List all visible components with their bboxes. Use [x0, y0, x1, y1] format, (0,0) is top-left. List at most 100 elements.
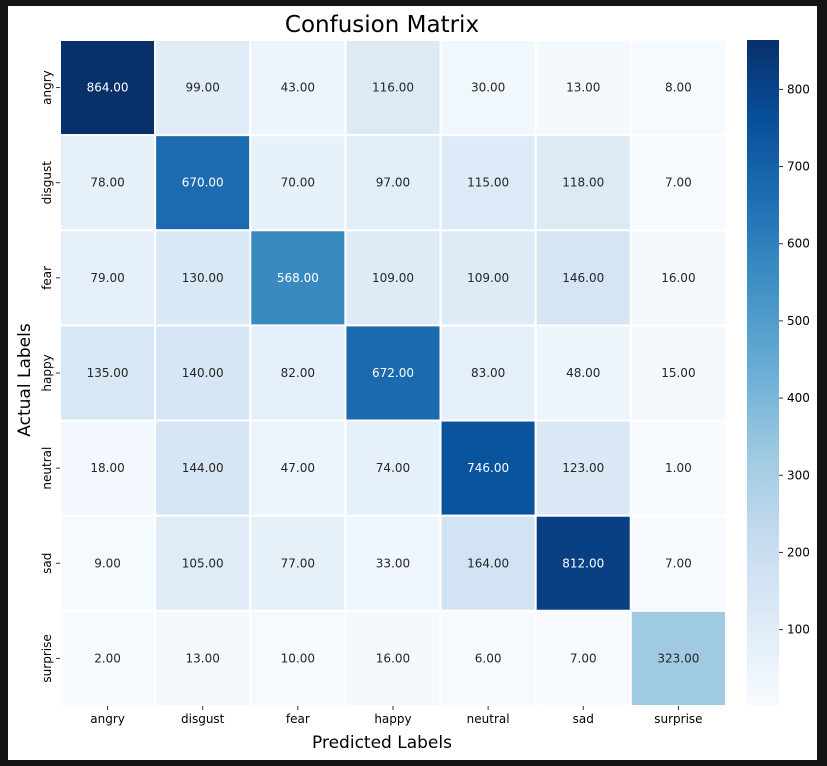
heatmap-cell-label: 746.00	[467, 461, 509, 475]
heatmap-cell-label: 77.00	[281, 556, 315, 570]
chart-frame: Confusion Matrix 864.00 99.00 43.00 116.00 3…	[8, 6, 817, 760]
heatmap-cell-label: 140.00	[182, 366, 224, 380]
heatmap-cell-label: 115.00	[467, 176, 509, 190]
heatmap-cell	[534, 39, 632, 137]
heatmap-cell-label: 135.00	[87, 366, 129, 380]
y-tick-label: happy	[40, 354, 54, 391]
heatmap-cell-label: 82.00	[281, 366, 315, 380]
heatmap-cell-label: 16.00	[376, 651, 410, 665]
heatmap-cell	[439, 514, 537, 612]
heatmap-cell-label: 864.00	[87, 81, 129, 95]
heatmap-cell	[59, 609, 157, 707]
y-axis-label: Actual Labels	[15, 323, 35, 437]
heatmap-cell-label: 13.00	[186, 651, 220, 665]
colorbar-tick-label: 200	[787, 545, 810, 559]
heatmap-cell	[154, 514, 252, 612]
y-tick-label: neutral	[40, 447, 54, 490]
x-tick-label: surprise	[654, 712, 702, 726]
heatmap-cell	[534, 229, 632, 327]
heatmap-cell-label: 13.00	[566, 81, 600, 95]
heatmap-cell-label: 79.00	[90, 271, 124, 285]
heatmap-cell-label: 7.00	[665, 556, 692, 570]
y-tick-label: surprise	[40, 634, 54, 682]
heatmap-cell-label: 116.00	[372, 81, 414, 95]
colorbar-tick-label: 300	[787, 468, 810, 482]
heatmap-cell	[249, 39, 347, 137]
heatmap-cell-label: 70.00	[281, 176, 315, 190]
heatmap-cell-label: 144.00	[182, 461, 224, 475]
heatmap-cell-label: 2.00	[94, 651, 121, 665]
heatmap-cell	[59, 419, 157, 517]
y-tick-label: fear	[40, 266, 54, 290]
y-tick-label: sad	[40, 553, 54, 574]
heatmap-cell-label: 164.00	[467, 556, 509, 570]
heatmap-cell	[629, 324, 727, 422]
heatmap-cell	[59, 514, 157, 612]
heatmap-cell-label: 30.00	[471, 81, 505, 95]
x-axis-ticks: angry disgust fear happy neutral sad surprise	[90, 705, 703, 726]
heatmap-cell	[249, 229, 347, 327]
colorbar-tick-label: 400	[787, 391, 810, 405]
heatmap-cell-label: 7.00	[570, 651, 597, 665]
heatmap-cell-label: 105.00	[182, 556, 224, 570]
colorbar-tick-label: 100	[787, 623, 810, 637]
heatmap-cell-label: 146.00	[562, 271, 604, 285]
heatmap-cell-label: 97.00	[376, 176, 410, 190]
heatmap-cell-label: 123.00	[562, 461, 604, 475]
x-tick-label: fear	[286, 712, 310, 726]
chart-title: Confusion Matrix	[285, 12, 479, 38]
x-tick-label: happy	[374, 712, 411, 726]
heatmap-cell-label: 130.00	[182, 271, 224, 285]
heatmap-cell-label: 16.00	[661, 271, 695, 285]
heatmap-cell-label: 812.00	[562, 556, 604, 570]
colorbar-tick-label: 800	[787, 82, 810, 96]
x-tick-label: sad	[573, 712, 594, 726]
heatmap-cell-label: 43.00	[281, 81, 315, 95]
colorbar-ticks: 100 200 300 400 500 600 700 800	[779, 82, 810, 637]
heatmap-cell	[534, 609, 632, 707]
heatmap-cell	[154, 39, 252, 137]
heatmap-cell-label: 7.00	[665, 176, 692, 190]
heatmap-cell	[59, 324, 157, 422]
heatmap-cell	[344, 609, 442, 707]
heatmap-cell	[629, 229, 727, 327]
heatmap-cell	[534, 324, 632, 422]
heatmap-cell-label: 99.00	[186, 81, 220, 95]
heatmap-cell-label: 15.00	[661, 366, 695, 380]
heatmap-cell-label: 568.00	[277, 271, 319, 285]
heatmap-cell-label: 6.00	[475, 651, 502, 665]
heatmap-cell-label: 670.00	[182, 176, 224, 190]
heatmap-cell-label: 8.00	[665, 81, 692, 95]
heatmap-cell	[154, 229, 252, 327]
heatmap-cell	[344, 229, 442, 327]
y-axis-ticks: angry disgust fear happy neutral sad surprise	[40, 70, 60, 683]
colorbar	[747, 40, 779, 706]
heatmap-cell	[439, 229, 537, 327]
heatmap-cell-label: 672.00	[372, 366, 414, 380]
heatmap-cell-label: 118.00	[562, 176, 604, 190]
heatmap-cell-label: 83.00	[471, 366, 505, 380]
heatmap-cell-label: 47.00	[281, 461, 315, 475]
heatmap-cell-label: 18.00	[90, 461, 124, 475]
heatmap-cell-label: 33.00	[376, 556, 410, 570]
heatmap-cell	[154, 324, 252, 422]
heatmap-cell	[439, 609, 537, 707]
colorbar-tick-label: 600	[787, 237, 810, 251]
heatmap-cell	[629, 134, 727, 232]
heatmap-cell-label: 1.00	[665, 461, 692, 475]
x-tick-label: disgust	[181, 712, 225, 726]
heatmap-cell-label: 109.00	[372, 271, 414, 285]
y-tick-label: disgust	[40, 161, 54, 205]
heatmap-cell	[249, 134, 347, 232]
heatmap-cell	[629, 514, 727, 612]
heatmap-cell-label: 9.00	[94, 556, 121, 570]
heatmap-cell-labels: 864.00 99.00 43.00 116.00 30.00 13.00 8.00 78.0…	[87, 81, 700, 666]
colorbar-tick-label: 500	[787, 314, 810, 328]
heatmap-cell	[249, 609, 347, 707]
heatmap-cell-label: 78.00	[90, 176, 124, 190]
x-tick-label: neutral	[467, 712, 510, 726]
heatmap-cell	[439, 134, 537, 232]
colorbar-tick-label: 700	[787, 160, 810, 174]
x-tick-label: angry	[90, 712, 125, 726]
heatmap-cell-label: 74.00	[376, 461, 410, 475]
